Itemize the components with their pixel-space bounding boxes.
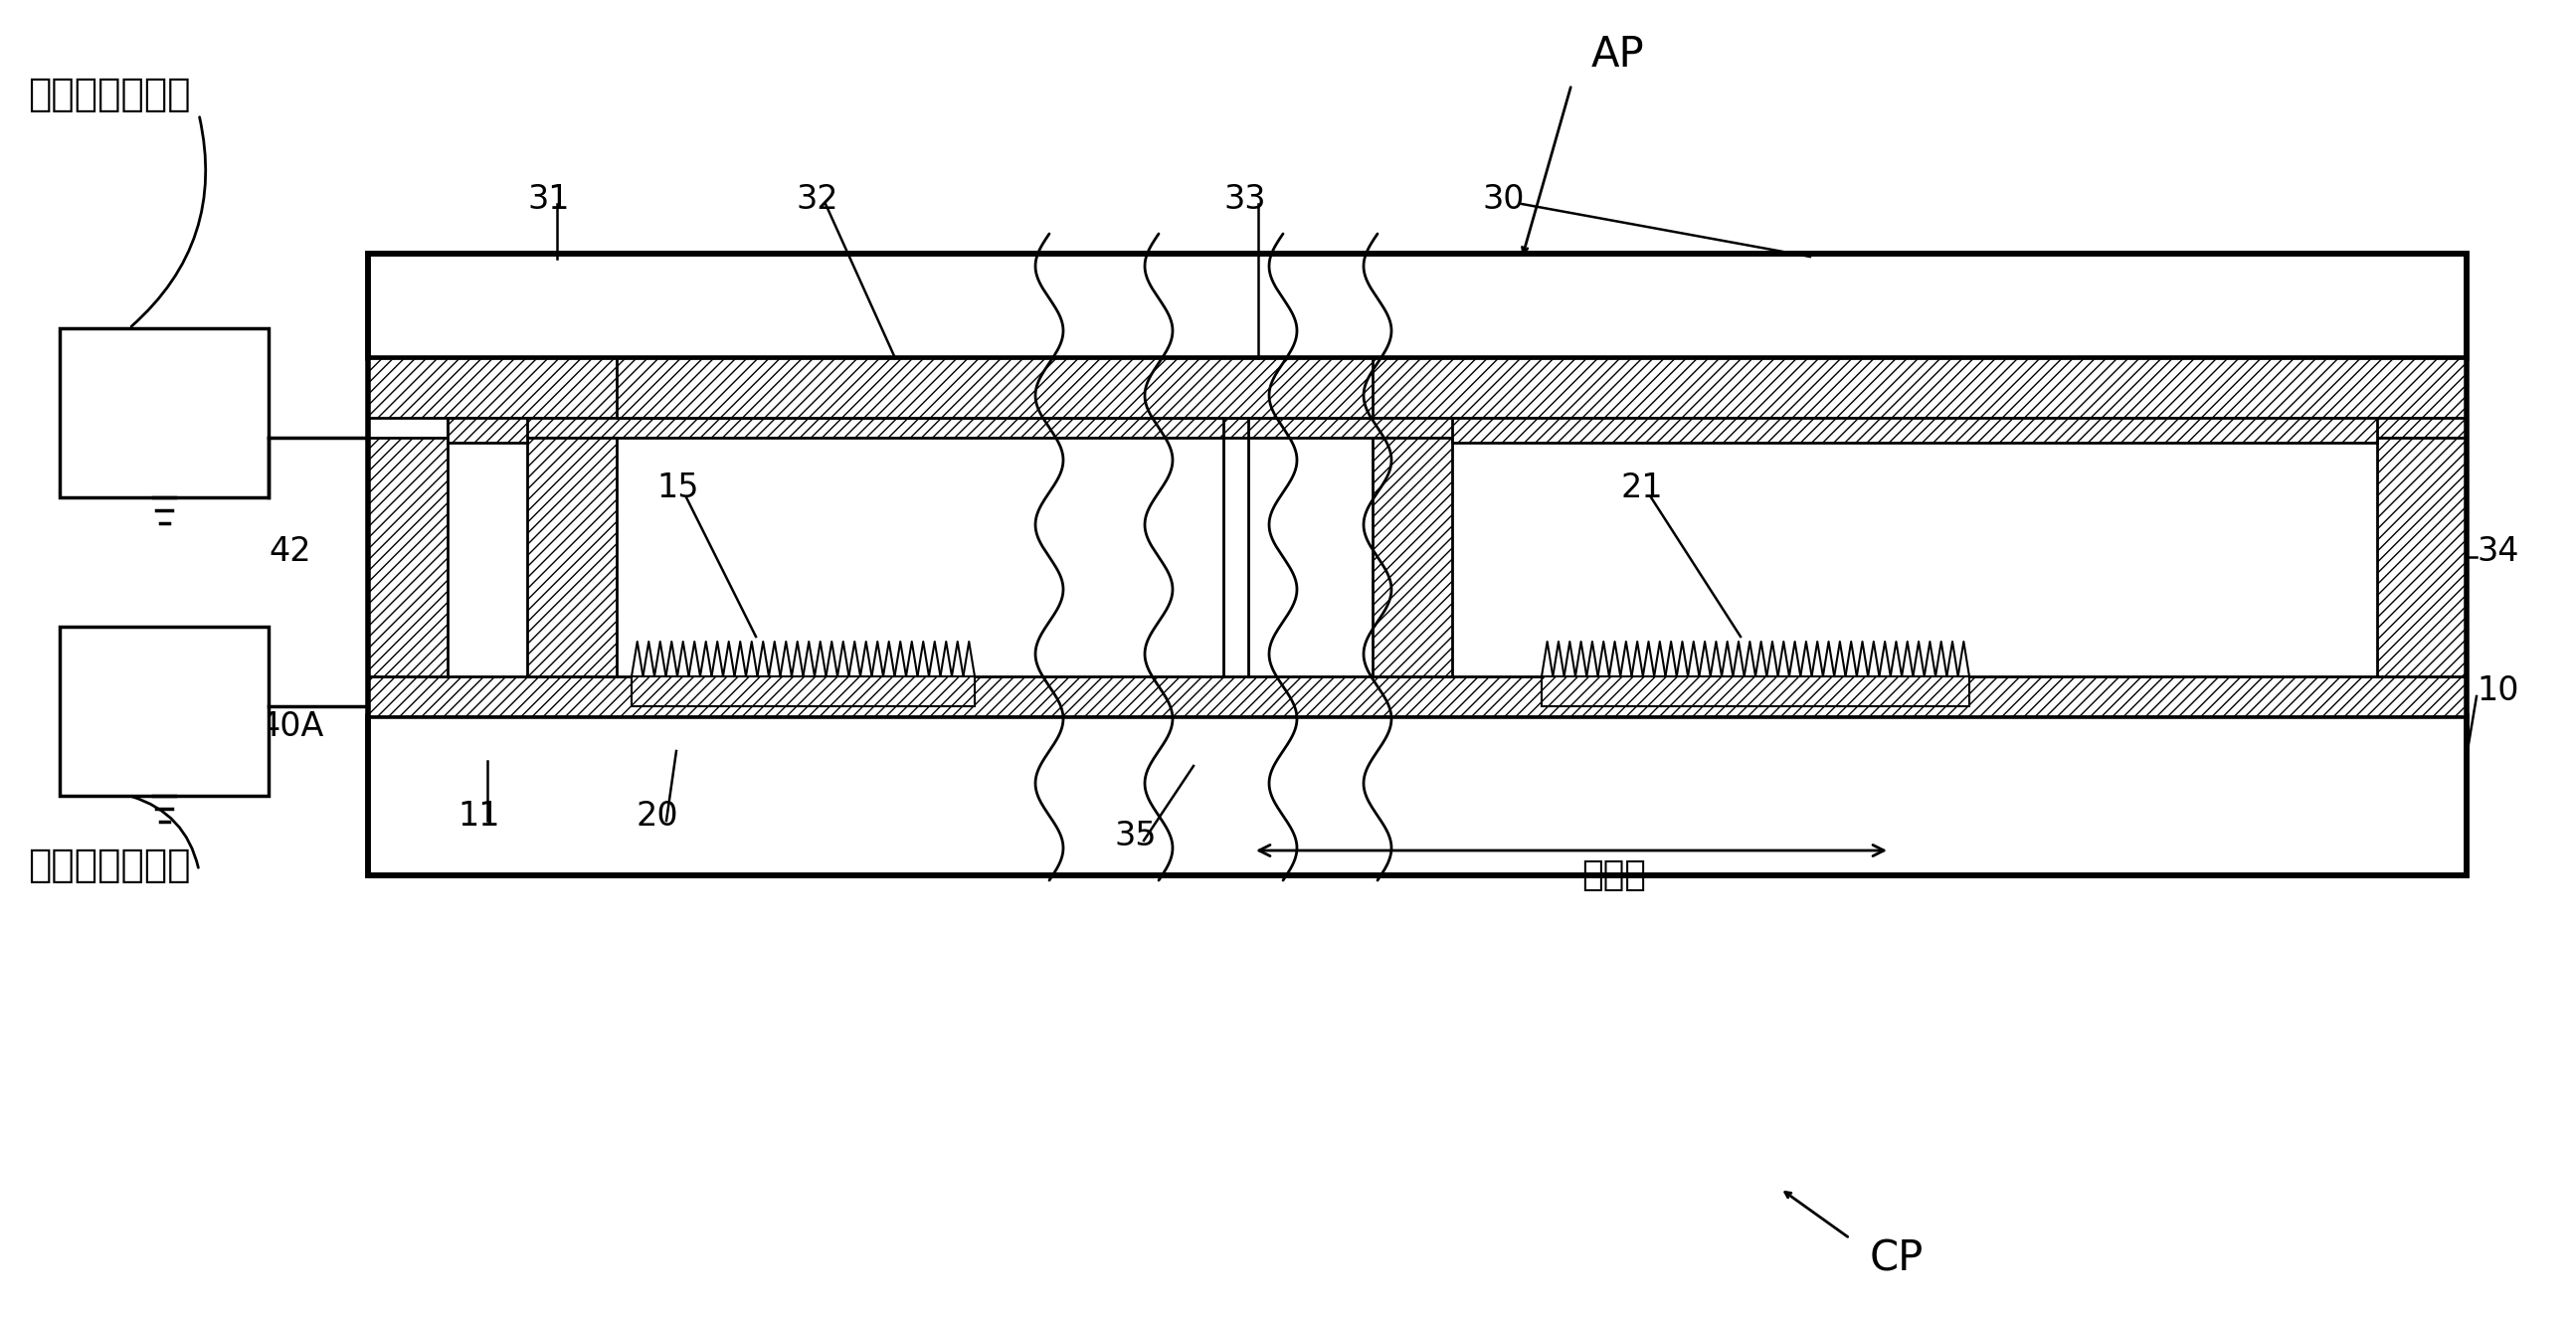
Text: 一像素: 一像素 <box>1582 858 1646 892</box>
Text: 32: 32 <box>796 182 837 215</box>
Bar <box>59 328 268 497</box>
Text: CP: CP <box>1870 1238 1924 1280</box>
Bar <box>631 676 974 706</box>
Text: 10: 10 <box>2476 675 2519 708</box>
Text: 40A: 40A <box>258 709 325 742</box>
Text: AP: AP <box>1592 34 1643 75</box>
Bar <box>1373 438 1453 676</box>
Text: 21: 21 <box>1620 471 1664 503</box>
Bar <box>59 626 268 796</box>
Text: 34: 34 <box>2476 535 2519 568</box>
Bar <box>2378 438 2468 676</box>
Bar <box>368 438 448 676</box>
Bar <box>368 716 2468 875</box>
Text: 30: 30 <box>1481 182 1525 215</box>
Text: 阴电极控制电路: 阴电极控制电路 <box>28 846 191 884</box>
Text: 20: 20 <box>636 799 680 832</box>
Bar <box>616 358 1373 418</box>
Bar <box>448 418 528 443</box>
Text: 11: 11 <box>459 799 500 832</box>
Text: 42: 42 <box>268 535 312 568</box>
Text: 阳电极控制电路: 阳电极控制电路 <box>28 75 191 113</box>
Bar <box>1453 418 2378 443</box>
Bar <box>368 676 2468 716</box>
Text: 15: 15 <box>657 471 698 503</box>
Bar <box>368 358 2468 418</box>
Bar <box>528 438 616 676</box>
Text: 35: 35 <box>1113 820 1157 851</box>
Text: 33: 33 <box>1224 182 1265 215</box>
Bar <box>1540 676 1968 706</box>
Bar <box>368 253 2468 875</box>
Text: 31: 31 <box>528 182 569 215</box>
Bar <box>368 253 2468 358</box>
Bar <box>448 418 2468 438</box>
